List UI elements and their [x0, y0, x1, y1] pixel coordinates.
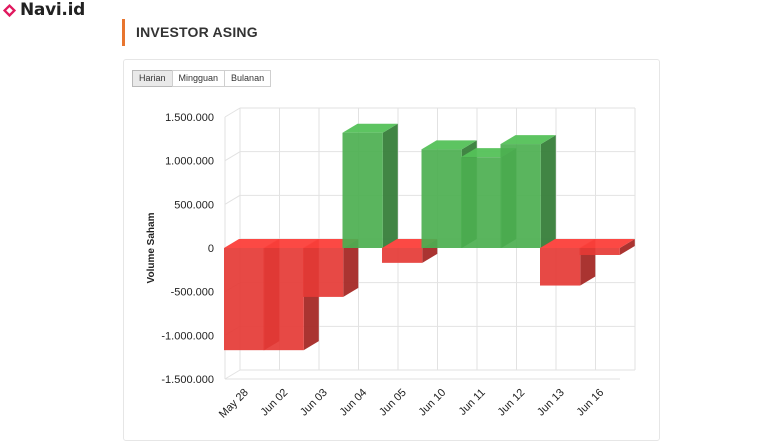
y-tick-label: 500.000: [174, 199, 214, 211]
gridline-depth: [224, 107, 241, 118]
bar-top: [342, 123, 398, 133]
x-tick-label: Jun 12: [496, 387, 528, 419]
bar-top: [579, 239, 635, 248]
bar-front: [421, 149, 462, 248]
bar-front: [342, 132, 383, 248]
y-tick-label: 1.500.000: [165, 112, 214, 124]
bar-side: [619, 239, 635, 255]
bar-side: [540, 135, 556, 248]
bar-top: [263, 239, 319, 248]
bar-front: [579, 248, 620, 255]
x-tick-label: Jun 13: [535, 387, 567, 419]
bar-front: [540, 248, 581, 286]
brand-name: Navi.id: [20, 0, 85, 20]
bar-jun-12[interactable]: [500, 135, 556, 248]
bar-top: [421, 140, 477, 150]
bar-top: [224, 239, 280, 248]
bar-jun-04[interactable]: [342, 123, 398, 248]
bar-jun-16[interactable]: [579, 239, 635, 255]
x-tick-label: May 28: [217, 387, 251, 421]
bar-jun-02[interactable]: [263, 239, 319, 351]
bar-top: [500, 135, 556, 145]
period-tabs: Harian Mingguan Bulanan: [132, 70, 272, 87]
bar-front: [303, 248, 344, 297]
x-tick-label: Jun 10: [417, 387, 449, 419]
y-tick-label: -1.500.000: [161, 374, 214, 386]
bar-front: [461, 157, 502, 248]
y-tick-label: 1.000.000: [165, 156, 214, 168]
y-tick-label: -500.000: [171, 287, 214, 299]
x-tick-label: Jun 16: [575, 387, 607, 419]
brand-logo[interactable]: Navi.id: [2, 0, 85, 20]
bar-side: [343, 239, 359, 297]
investor-chart: 1.500.000 1.000.000 500.000 0 -500.000 -1.000…: [146, 107, 636, 421]
bar-top: [540, 239, 596, 248]
bar-front: [382, 248, 423, 263]
bar-front: [500, 144, 541, 248]
gridline-depth: [224, 369, 241, 380]
x-tick-label: Jun 05: [377, 387, 409, 419]
x-tick-label: Jun 04: [338, 387, 370, 419]
bar-front: [224, 248, 265, 351]
gridline-depth: [224, 151, 241, 162]
bar-side: [382, 123, 398, 248]
y-tick-label: 0: [208, 243, 214, 255]
diamond-logo-icon: [2, 3, 17, 17]
x-tick-label: Jun 02: [259, 387, 291, 419]
x-tick-label: Jun 03: [298, 387, 330, 419]
gridline-depth: [224, 194, 241, 205]
x-tick-label: Jun 11: [457, 387, 488, 418]
y-tick-label: -1.000.000: [161, 330, 214, 342]
y-axis-title: Volume Saham: [146, 212, 157, 283]
bar-front: [263, 248, 304, 351]
section-title: INVESTOR ASING: [122, 19, 258, 46]
tab-bulanan[interactable]: Bulanan: [224, 70, 272, 87]
